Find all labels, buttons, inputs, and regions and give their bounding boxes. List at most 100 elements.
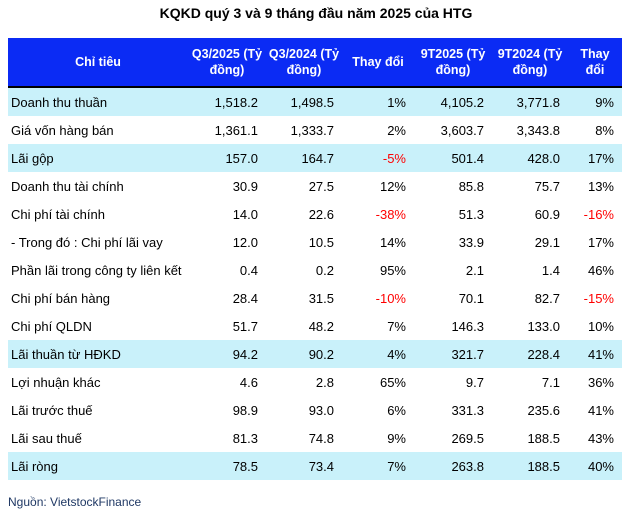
row-value: 75.7 xyxy=(492,172,568,200)
table-row: Doanh thu tài chính 30.9 27.5 12% 85.8 75.7 13… xyxy=(8,172,622,200)
row-value: 1,498.5 xyxy=(266,87,342,116)
row-value: -38% xyxy=(342,200,414,228)
row-value: 93.0 xyxy=(266,396,342,424)
row-value: -5% xyxy=(342,144,414,172)
table-row: Doanh thu thuần 1,518.2 1,498.5 1% 4,105.2 3,… xyxy=(8,87,622,116)
row-value: 17% xyxy=(568,228,622,256)
row-value: 78.5 xyxy=(188,452,266,480)
table-row: Chi phí tài chính 14.0 22.6 -38% 51.3 60.9 -16… xyxy=(8,200,622,228)
row-value: 157.0 xyxy=(188,144,266,172)
row-label: Chi phí bán hàng xyxy=(8,284,188,312)
row-value: 27.5 xyxy=(266,172,342,200)
row-value: 90.2 xyxy=(266,340,342,368)
header-9t-2024: 9T2024 (Tỷ đồng) xyxy=(492,38,568,88)
row-value: -10% xyxy=(342,284,414,312)
row-value: 2.1 xyxy=(414,256,492,284)
row-value: 188.5 xyxy=(492,452,568,480)
row-value: 3,603.7 xyxy=(414,116,492,144)
row-value: 85.8 xyxy=(414,172,492,200)
row-value: 31.5 xyxy=(266,284,342,312)
row-value: 13% xyxy=(568,172,622,200)
row-value: 17% xyxy=(568,144,622,172)
row-value: 331.3 xyxy=(414,396,492,424)
table-row: Chi phí bán hàng 28.4 31.5 -10% 70.1 82.7 -15% xyxy=(8,284,622,312)
header-thay-doi-9t: Thay đổi xyxy=(568,38,622,88)
row-value: 40% xyxy=(568,452,622,480)
header-9t-2025: 9T2025 (Tỷ đồng) xyxy=(414,38,492,88)
table-row: Phần lãi trong công ty liên kết 0.4 0.2 95%… xyxy=(8,256,622,284)
row-value: 1.4 xyxy=(492,256,568,284)
row-value: 9% xyxy=(342,424,414,452)
row-label: Lãi sau thuế xyxy=(8,424,188,452)
row-value: 1,518.2 xyxy=(188,87,266,116)
row-value: 263.8 xyxy=(414,452,492,480)
row-label: Chi phí tài chính xyxy=(8,200,188,228)
row-value: 98.9 xyxy=(188,396,266,424)
table-body: Doanh thu thuần 1,518.2 1,498.5 1% 4,105.2 3,… xyxy=(8,87,622,480)
row-value: 7.1 xyxy=(492,368,568,396)
row-value: 33.9 xyxy=(414,228,492,256)
row-value: 8% xyxy=(568,116,622,144)
table-header: Chỉ tiêu Q3/2025 (Tỷ đồng) Q3/2024 (Tỷ đ… xyxy=(8,38,622,88)
row-value: 228.4 xyxy=(492,340,568,368)
row-value: 3,771.8 xyxy=(492,87,568,116)
row-label: Phần lãi trong công ty liên kết xyxy=(8,256,188,284)
row-value: 428.0 xyxy=(492,144,568,172)
row-value: 22.6 xyxy=(266,200,342,228)
row-value: 94.2 xyxy=(188,340,266,368)
row-value: 0.4 xyxy=(188,256,266,284)
row-value: 41% xyxy=(568,396,622,424)
row-value: 133.0 xyxy=(492,312,568,340)
row-value: 321.7 xyxy=(414,340,492,368)
row-label: Lãi trước thuế xyxy=(8,396,188,424)
header-q3-2025: Q3/2025 (Tỷ đồng) xyxy=(188,38,266,88)
row-value: 14.0 xyxy=(188,200,266,228)
row-label: Chi phí QLDN xyxy=(8,312,188,340)
row-label: - Trong đó : Chi phí lãi vay xyxy=(8,228,188,256)
results-table-container: Chỉ tiêu Q3/2025 (Tỷ đồng) Q3/2024 (Tỷ đ… xyxy=(8,38,622,480)
row-value: 41% xyxy=(568,340,622,368)
row-label: Lợi nhuận khác xyxy=(8,368,188,396)
row-value: 1,333.7 xyxy=(266,116,342,144)
header-q3-2024: Q3/2024 (Tỷ đồng) xyxy=(266,38,342,88)
row-value: 1,361.1 xyxy=(188,116,266,144)
row-value: 10% xyxy=(568,312,622,340)
row-value: 6% xyxy=(342,396,414,424)
page-title: KQKD quý 3 và 9 tháng đầu năm 2025 của H… xyxy=(159,5,473,21)
row-value: 81.3 xyxy=(188,424,266,452)
row-value: 14% xyxy=(342,228,414,256)
row-value: 74.8 xyxy=(266,424,342,452)
header-chi-tieu: Chỉ tiêu xyxy=(8,38,188,88)
row-value: 30.9 xyxy=(188,172,266,200)
header-row: Chỉ tiêu Q3/2025 (Tỷ đồng) Q3/2024 (Tỷ đ… xyxy=(8,38,622,88)
row-value: 51.7 xyxy=(188,312,266,340)
row-value: 43% xyxy=(568,424,622,452)
row-value: 7% xyxy=(342,312,414,340)
row-value: 4.6 xyxy=(188,368,266,396)
row-value: 164.7 xyxy=(266,144,342,172)
table-row: Chi phí QLDN 51.7 48.2 7% 146.3 133.0 10% xyxy=(8,312,622,340)
table-row: Giá vốn hàng bán 1,361.1 1,333.7 2% 3,603.7 3… xyxy=(8,116,622,144)
header-thay-doi-q: Thay đổi xyxy=(342,38,414,88)
row-value: 36% xyxy=(568,368,622,396)
row-value: 28.4 xyxy=(188,284,266,312)
row-value: 2% xyxy=(342,116,414,144)
row-label: Lãi gộp xyxy=(8,144,188,172)
row-value: 4,105.2 xyxy=(414,87,492,116)
row-label: Lãi thuần từ HĐKD xyxy=(8,340,188,368)
row-value: 1% xyxy=(342,87,414,116)
row-value: 4% xyxy=(342,340,414,368)
row-value: 7% xyxy=(342,452,414,480)
row-value: 95% xyxy=(342,256,414,284)
table-row: Lãi gộp 157.0 164.7 -5% 501.4 428.0 17% xyxy=(8,144,622,172)
row-value: 146.3 xyxy=(414,312,492,340)
row-value: -15% xyxy=(568,284,622,312)
table-row: Lãi ròng 78.5 73.4 7% 263.8 188.5 40% xyxy=(8,452,622,480)
row-value: 9.7 xyxy=(414,368,492,396)
row-value: 82.7 xyxy=(492,284,568,312)
row-value: -16% xyxy=(568,200,622,228)
table-row: - Trong đó : Chi phí lãi vay 12.0 10.5 14% 3… xyxy=(8,228,622,256)
row-value: 29.1 xyxy=(492,228,568,256)
row-value: 501.4 xyxy=(414,144,492,172)
results-table: Chỉ tiêu Q3/2025 (Tỷ đồng) Q3/2024 (Tỷ đ… xyxy=(8,38,622,480)
